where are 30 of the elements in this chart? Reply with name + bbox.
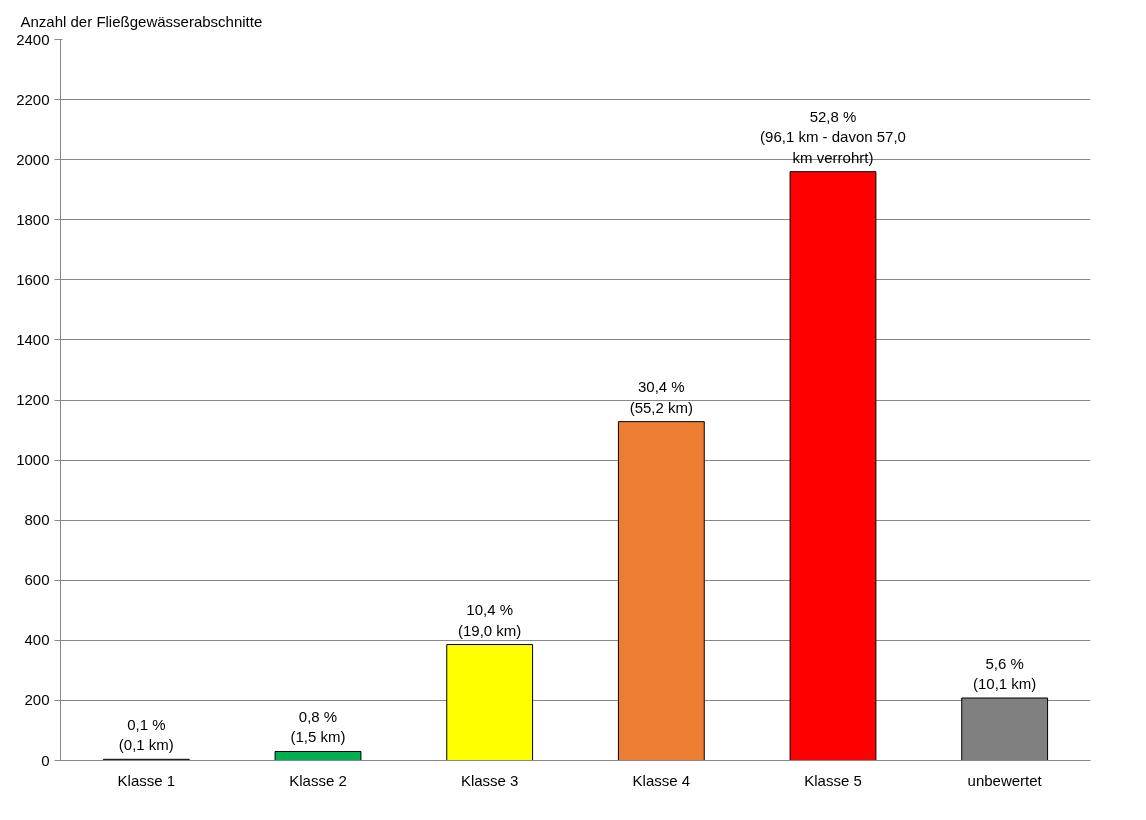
x-tick-label: Klasse 5 [804,771,862,789]
bar [617,421,705,761]
annotation: 5,6 % (10,1 km) [972,654,1037,693]
y-tick-label: 1200 [16,391,50,408]
y-tick-label: 1800 [16,210,50,228]
y-axis-title: Anzahl der Fließgewässerabschnitte [20,12,263,30]
annotation: 0,8 % (1,5 km) [290,708,346,746]
bar [274,750,362,761]
y-tick-label: 2000 [16,150,50,168]
y-tick-label: 1600 [16,270,50,288]
annotation: 52,8 % (96,1 km - davon 57,0 km verrohrt) [760,107,906,166]
y-tick-label: 600 [24,571,50,589]
x-tick-label: Klasse 3 [460,771,519,789]
y-tick-label: 800 [24,511,50,529]
x-tick-label: unbewertet [967,771,1043,789]
annotation: 0,1 % (0,1 km) [118,715,174,754]
bar [789,171,877,761]
x-tick-label: Klasse 2 [289,771,347,789]
y-tick-label: 1400 [16,330,50,348]
y-tick-label: 1000 [16,451,50,469]
x-tick-label: Klasse 4 [632,771,691,789]
y-tick-label: 400 [24,631,50,649]
annotation: 30,4 % (55,2 km) [629,378,694,416]
annotation: 10,4 % (19,0 km) [457,601,522,639]
y-tick-label: 200 [24,691,50,709]
y-tick-label: 2400 [16,30,50,48]
y-tick-label: 0 [41,751,50,769]
bar [446,644,534,761]
y-tick-label: 2200 [16,90,50,108]
x-tick-label: Klasse 1 [117,771,176,789]
